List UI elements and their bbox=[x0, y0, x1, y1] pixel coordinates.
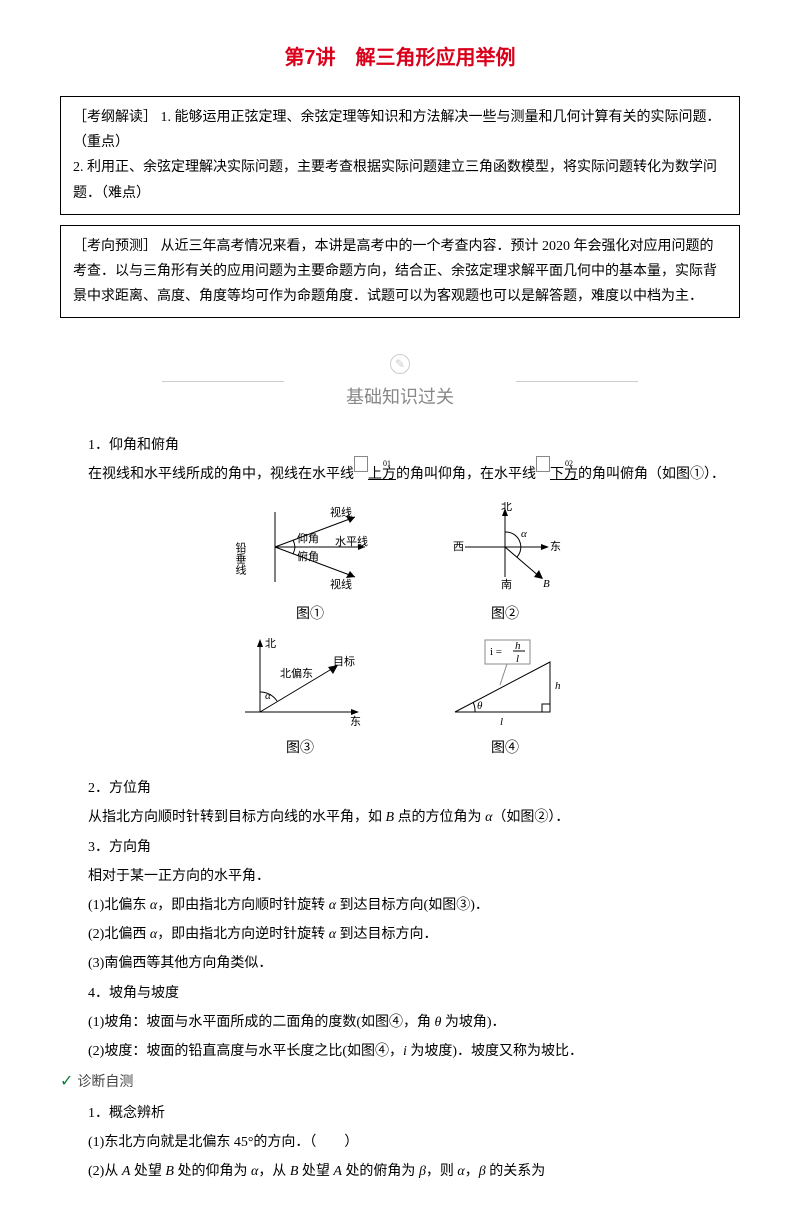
svg-text:视线: 视线 bbox=[330, 505, 352, 519]
exam-forecast-box: ［考向预测］ 从近三年高考情况来看，本讲是高考中的一个考查内容．预计 2020 … bbox=[60, 225, 740, 319]
svg-text:l: l bbox=[516, 653, 519, 665]
diag-h1: 1．概念辨析 bbox=[60, 1101, 740, 1126]
s3-intro: 相对于某一正方向的水平角． bbox=[60, 864, 740, 889]
svg-text:目标: 目标 bbox=[333, 654, 355, 668]
box1-item1: 1. 能够运用正弦定理、余弦定理等知识和方法解决一些与测量和几何计算有关的实际问… bbox=[73, 110, 721, 150]
box1-item2: 2. 利用正、余弦定理解决实际问题，主要考查根据实际问题建立三角函数模型，将实际… bbox=[73, 160, 717, 200]
fig4-caption: 图④ bbox=[435, 736, 575, 761]
blank-1: 上方 bbox=[368, 467, 396, 482]
s3-title: 3．方向角 bbox=[60, 835, 740, 860]
svg-text:俯角: 俯角 bbox=[297, 549, 319, 563]
svg-text:B: B bbox=[543, 578, 550, 590]
svg-text:南: 南 bbox=[501, 578, 512, 591]
section-icon: ✎ bbox=[390, 354, 410, 374]
svg-text:西: 西 bbox=[453, 541, 464, 553]
fig2-caption: 图② bbox=[445, 602, 565, 627]
s1-text-b: 的角叫仰角，在水平线 bbox=[396, 467, 536, 482]
svg-text:北: 北 bbox=[501, 502, 512, 513]
box2-text: 从近三年高考情况来看，本讲是高考中的一个考查内容．预计 2020 年会强化对应用… bbox=[73, 239, 717, 304]
svg-text:α: α bbox=[265, 690, 271, 702]
diag-label: 诊断自测 bbox=[77, 1075, 133, 1090]
diag-header: ✓ 诊断自测 bbox=[60, 1068, 740, 1097]
figure-1: 铅垂线 视线 视线 水平线 仰角 俯角 图① bbox=[235, 502, 385, 626]
sup-note-1: 01 bbox=[354, 456, 368, 472]
figure-4-svg: θ l h i = h l bbox=[435, 637, 575, 727]
svg-text:i =: i = bbox=[490, 646, 502, 658]
svg-text:北偏东: 北偏东 bbox=[280, 666, 313, 680]
s1-text-c: 的角叫俯角（如图①）． bbox=[578, 467, 725, 482]
check-icon: ✓ bbox=[60, 1073, 73, 1090]
figure-3-svg: 北 东 北偏东 目标 α bbox=[225, 637, 375, 727]
sup-note-2: 02 bbox=[536, 456, 550, 472]
svg-text:仰角: 仰角 bbox=[297, 531, 319, 545]
svg-text:h: h bbox=[555, 680, 561, 692]
s1-text-a: 在视线和水平线所成的角中，视线在水平线 bbox=[88, 467, 354, 482]
s1-text: 在视线和水平线所成的角中，视线在水平线01上方的角叫仰角，在水平线02下方的角叫… bbox=[60, 462, 740, 487]
figure-2: 北 南 东 西 α B 图② bbox=[445, 502, 565, 626]
svg-text:h: h bbox=[515, 640, 521, 652]
box2-label: ［考向预测］ bbox=[73, 239, 157, 254]
s4-title: 4．坡角与坡度 bbox=[60, 981, 740, 1006]
s2-text: 从指北方向顺时针转到目标方向线的水平角，如 B 点的方位角为 α（如图②）． bbox=[60, 805, 740, 830]
section-header: ✎ 基础知识过关 bbox=[60, 348, 740, 413]
diag-q1: (1)东北方向就是北偏东 45°的方向．（ ） bbox=[60, 1130, 740, 1155]
figure-4: θ l h i = h l 图④ bbox=[435, 637, 575, 761]
s1-title: 1．仰角和俯角 bbox=[60, 433, 740, 458]
svg-text:l: l bbox=[500, 716, 503, 727]
s3-item3: (3)南偏西等其他方向角类似． bbox=[60, 951, 740, 976]
figure-3: 北 东 北偏东 目标 α 图③ bbox=[225, 637, 375, 761]
s4-item2: (2)坡度：坡面的铅直高度与水平长度之比(如图④，i 为坡度)．坡度又称为坡比． bbox=[60, 1039, 740, 1064]
svg-text:东: 东 bbox=[550, 540, 561, 553]
s2-title: 2．方位角 bbox=[60, 776, 740, 801]
s4-item1: (1)坡角：坡面与水平面所成的二面角的度数(如图④，角 θ 为坡角)． bbox=[60, 1010, 740, 1035]
blank-2: 下方 bbox=[550, 467, 578, 482]
section-header-text: 基础知识过关 bbox=[346, 387, 454, 407]
figure-1-svg: 铅垂线 视线 视线 水平线 仰角 俯角 bbox=[235, 502, 385, 592]
svg-text:铅垂线: 铅垂线 bbox=[235, 541, 247, 575]
fig3-caption: 图③ bbox=[225, 736, 375, 761]
figure-2-svg: 北 南 东 西 α B bbox=[445, 502, 565, 592]
svg-text:视线: 视线 bbox=[330, 577, 352, 591]
fig1-caption: 图① bbox=[235, 602, 385, 627]
diagram-area: 铅垂线 视线 视线 水平线 仰角 俯角 图① bbox=[60, 502, 740, 761]
exam-outline-box: ［考纲解读］ 1. 能够运用正弦定理、余弦定理等知识和方法解决一些与测量和几何计… bbox=[60, 96, 740, 215]
svg-text:水平线: 水平线 bbox=[335, 534, 368, 548]
svg-text:东: 东 bbox=[350, 715, 361, 727]
svg-text:θ: θ bbox=[477, 700, 483, 712]
content-body: 1．仰角和俯角 在视线和水平线所成的角中，视线在水平线01上方的角叫仰角，在水平… bbox=[60, 433, 740, 1184]
svg-text:北: 北 bbox=[265, 637, 276, 650]
s3-item2: (2)北偏西 α，即由指北方向逆时针旋转 α 到达目标方向． bbox=[60, 922, 740, 947]
box1-label: ［考纲解读］ bbox=[73, 110, 157, 125]
svg-text:α: α bbox=[521, 528, 527, 540]
diag-q2: (2)从 A 处望 B 处的仰角为 α，从 B 处望 A 处的俯角为 β，则 α… bbox=[60, 1159, 740, 1184]
page-title: 第7讲 解三角形应用举例 bbox=[60, 40, 740, 76]
s3-item1: (1)北偏东 α，即由指北方向顺时针旋转 α 到达目标方向(如图③)． bbox=[60, 893, 740, 918]
